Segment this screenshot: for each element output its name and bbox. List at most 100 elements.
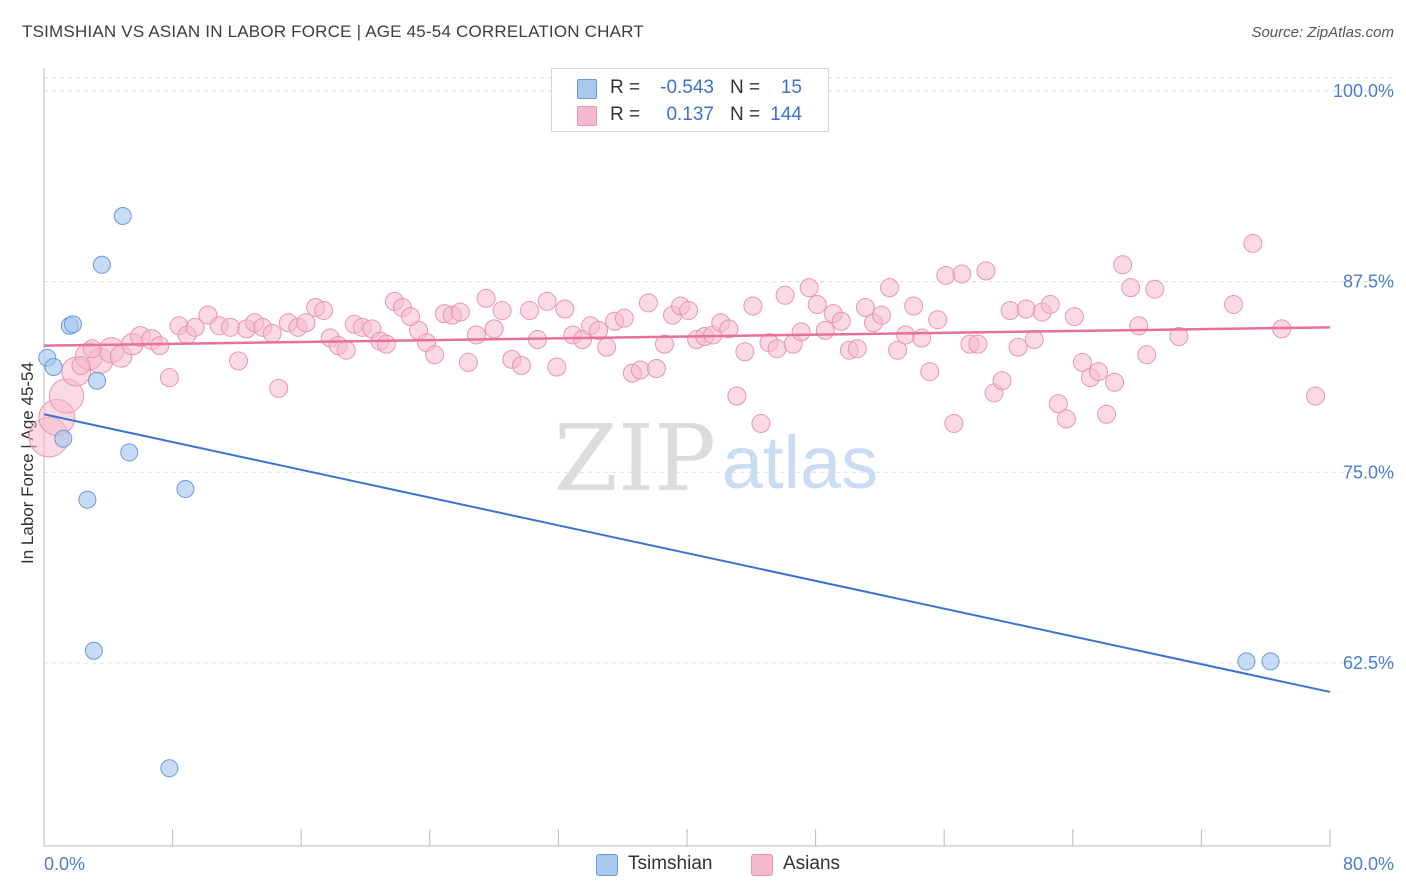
asians-point	[336, 340, 356, 360]
asians-point	[976, 261, 996, 281]
asians-point	[262, 323, 282, 343]
asians-point	[1072, 352, 1092, 372]
legend-n-value: 144	[770, 104, 802, 125]
legend-r-label: R =	[610, 77, 641, 98]
legend-swatch-tsimshian	[596, 854, 618, 876]
grid-lines	[44, 77, 1394, 664]
asians-point	[71, 355, 91, 375]
legend-row-tsimshian: R = -0.543 N = 15	[552, 75, 828, 101]
asians-point	[751, 413, 771, 433]
asians-point	[185, 317, 205, 337]
asians-point	[855, 298, 875, 318]
asians-point	[638, 293, 658, 313]
asians-point	[1113, 255, 1133, 275]
asians-point	[799, 278, 819, 298]
tsimshian-points	[38, 206, 1280, 778]
asians-point	[807, 294, 827, 314]
tsimshian-point	[78, 490, 97, 509]
asians-point	[82, 339, 102, 359]
legend-n-label: N =	[730, 104, 761, 125]
asians-point	[1129, 316, 1149, 336]
trend-lines	[43, 326, 1331, 693]
asians-point	[815, 320, 835, 340]
asians-point	[466, 325, 486, 345]
asians-point	[735, 342, 755, 362]
asians-point	[912, 328, 932, 348]
asians-point	[1040, 294, 1060, 314]
asians-point	[1016, 299, 1036, 319]
asians-point	[880, 278, 900, 298]
asians-point	[952, 264, 972, 284]
asians-point	[314, 301, 334, 321]
axes	[43, 68, 1331, 847]
asians-point	[547, 357, 567, 377]
asians-point	[646, 359, 666, 379]
asians-point	[679, 301, 699, 321]
asians-point	[904, 296, 924, 316]
chart-title: TSIMSHIAN VS ASIAN IN LABOR FORCE | AGE …	[22, 22, 644, 41]
watermark: ZIP atlas	[554, 405, 878, 512]
asians-point	[831, 311, 851, 331]
asians-point	[791, 322, 811, 342]
source-label: Source: ZipAtlas.com	[1251, 24, 1394, 41]
asians-point	[589, 320, 609, 340]
asians-point	[150, 336, 170, 356]
tsimshian-point	[160, 759, 179, 778]
legend-r-value: 0.137	[666, 104, 714, 125]
asians-point	[767, 339, 787, 359]
asians-point	[888, 340, 908, 360]
legend-n-label: N =	[730, 77, 761, 98]
asians-point	[220, 317, 240, 337]
tsimshian-point	[63, 315, 82, 334]
asians-point	[775, 285, 795, 305]
asians-point	[872, 305, 892, 325]
asians-point	[944, 413, 964, 433]
asians-point	[597, 337, 617, 357]
asians-point	[450, 302, 470, 322]
asians-point	[743, 296, 763, 316]
legend-swatch-asians	[577, 106, 597, 126]
tsimshian-point	[84, 641, 103, 660]
legend-row-asians: R = 0.137 N = 144	[552, 102, 828, 128]
asians-point	[229, 351, 249, 371]
tsimshian-trend-line	[43, 413, 1331, 693]
tsimshian-point	[1261, 652, 1280, 671]
asians-point	[614, 308, 634, 328]
asians-point	[476, 288, 496, 308]
tsimshian-point	[54, 429, 73, 448]
asians-point	[1105, 372, 1125, 392]
asians-point	[296, 313, 316, 333]
legend-swatch-asians	[751, 854, 773, 876]
asians-point	[492, 301, 512, 321]
asians-point	[269, 378, 289, 398]
asians-point	[896, 325, 916, 345]
tsimshian-point	[88, 371, 107, 390]
asians-point	[425, 345, 445, 365]
legend-r-label: R =	[610, 104, 641, 125]
asians-point	[1024, 330, 1044, 350]
asians-point	[376, 334, 396, 354]
asians-point	[1169, 326, 1189, 346]
y-tick-label: 75.0%	[1343, 462, 1394, 482]
legend-n-value: 15	[780, 77, 802, 98]
asians-point	[1243, 233, 1263, 253]
asians-point	[511, 355, 531, 375]
tsimshian-point	[113, 206, 132, 225]
y-tick-label: 62.5%	[1343, 653, 1394, 673]
asians-point	[484, 319, 504, 339]
asians-point	[920, 362, 940, 382]
tsimshian-point	[44, 357, 63, 376]
asians-point	[1137, 345, 1157, 365]
asians-point	[936, 265, 956, 285]
y-tick-label: 100.0%	[1333, 81, 1394, 101]
asians-point	[458, 352, 478, 372]
asians-point	[1121, 278, 1141, 298]
asians-point	[1224, 294, 1244, 314]
tsimshian-point	[1237, 652, 1256, 671]
tsimshian-point	[176, 480, 195, 499]
asians-point	[1089, 362, 1109, 382]
asians-point	[1000, 301, 1020, 321]
asians-point	[992, 371, 1012, 391]
series-legend: Tsimshian Asians	[0, 852, 1406, 878]
asians-point	[1097, 404, 1117, 424]
